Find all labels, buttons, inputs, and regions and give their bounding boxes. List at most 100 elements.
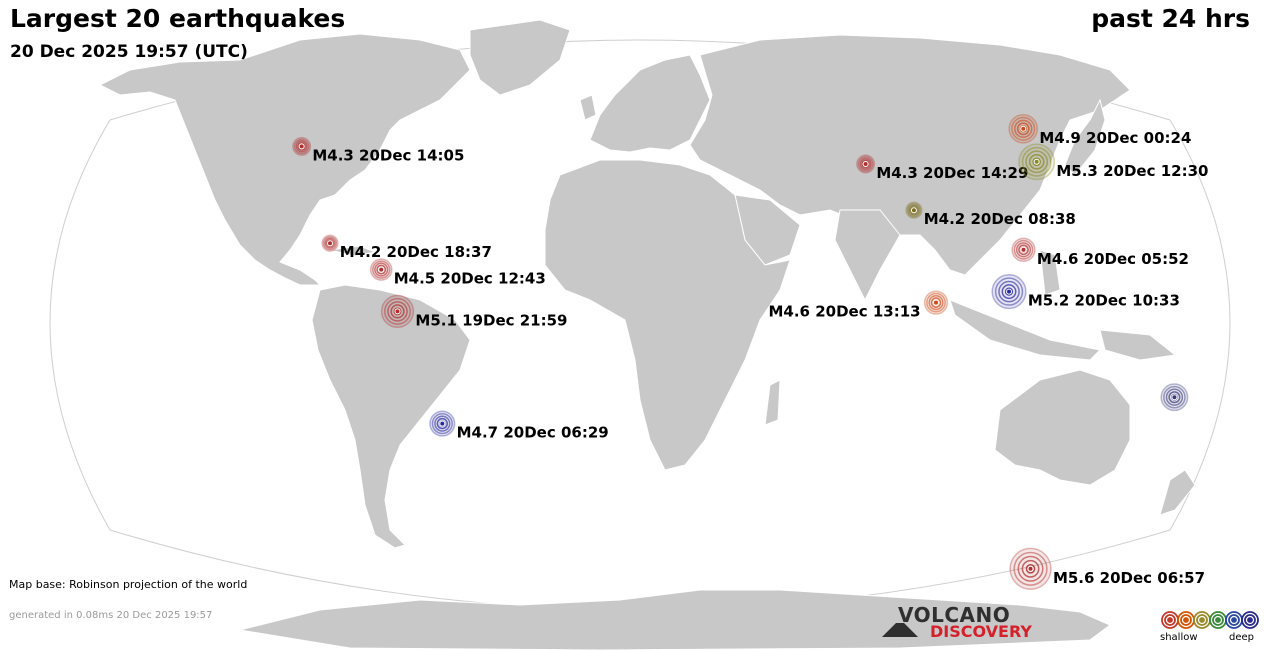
marker-ring xyxy=(1028,153,1045,170)
marker-ring xyxy=(1165,388,1184,406)
marker-ring xyxy=(1004,287,1014,296)
marker-ring xyxy=(859,158,872,170)
marker-ring xyxy=(910,206,918,215)
earthquake-marker[interactable] xyxy=(856,154,876,174)
land-masses xyxy=(98,19,1196,650)
british-isles xyxy=(579,94,597,121)
legend-depth-ring xyxy=(1228,614,1240,626)
marker-ring xyxy=(1013,239,1034,260)
asia-landmass xyxy=(689,34,1131,276)
marker-ring xyxy=(374,262,389,277)
marker-ring xyxy=(436,417,448,430)
legend-depth-ring xyxy=(1215,617,1221,623)
marker-ring xyxy=(1001,284,1017,300)
generated-note: generated in 0.08ms 20 Dec 2025 19:57 xyxy=(9,610,213,621)
india-landmass xyxy=(834,209,901,302)
indonesia-islands xyxy=(949,299,1102,361)
earthquake-marker[interactable] xyxy=(905,201,923,219)
marker-ring xyxy=(1011,116,1036,141)
earthquake-label: M4.7 20Dec 06:29 xyxy=(457,424,609,442)
earthquake-marker[interactable] xyxy=(1011,237,1036,262)
legend-depth-ring xyxy=(1180,614,1192,626)
legend-depth-ring xyxy=(1247,617,1253,623)
japan-islands xyxy=(1064,98,1106,176)
earthquake-label: M5.1 19Dec 21:59 xyxy=(415,311,567,329)
marker-ring xyxy=(1021,146,1052,177)
earthquake-label: M4.6 20Dec 13:13 xyxy=(769,303,921,321)
marker-ring xyxy=(1018,244,1029,256)
marker-epicenter xyxy=(1006,288,1013,295)
marker-epicenter xyxy=(862,161,869,167)
earthquake-marker[interactable] xyxy=(1009,547,1052,590)
legend-shallow-label: shallow xyxy=(1160,632,1198,643)
earthquake-label: M5.6 20Dec 06:57 xyxy=(1053,569,1205,587)
marker-ring xyxy=(926,292,946,313)
marker-ring xyxy=(393,307,402,316)
marker-ring xyxy=(857,156,874,172)
marker-ring xyxy=(1168,391,1181,404)
earthquake-marker[interactable] xyxy=(1018,143,1056,181)
legend-depth-ring xyxy=(1231,617,1237,623)
marker-ring xyxy=(431,413,453,435)
volcano-discovery-logo[interactable]: VOLCANO DISCOVERY xyxy=(880,603,1040,643)
earthquake-label: M4.2 20Dec 18:37 xyxy=(340,243,492,261)
earthquake-marker[interactable] xyxy=(429,410,456,437)
earthquake-label: M5.2 20Dec 10:33 xyxy=(1028,292,1180,310)
earthquake-marker[interactable] xyxy=(1160,383,1189,412)
new-guinea xyxy=(1099,329,1177,361)
australia-landmass xyxy=(994,369,1131,486)
earthquake-marker[interactable] xyxy=(292,136,312,156)
marker-ring xyxy=(372,260,391,279)
new-zealand xyxy=(1159,469,1196,516)
earthquake-marker[interactable] xyxy=(321,234,339,252)
earthquake-marker[interactable] xyxy=(380,294,415,329)
marker-ring xyxy=(861,159,870,169)
marker-ring xyxy=(1014,119,1033,139)
map-title: Largest 20 earthquakes xyxy=(10,4,346,33)
south-america-landmass xyxy=(311,284,471,549)
marker-ring xyxy=(434,415,451,432)
legend-deep-label: deep xyxy=(1229,632,1254,643)
marker-epicenter xyxy=(394,308,401,315)
marker-epicenter xyxy=(910,207,917,214)
legend-depth-ring xyxy=(1196,614,1208,626)
marker-epicenter xyxy=(1027,565,1034,572)
marker-epicenter xyxy=(439,420,446,427)
marker-ring xyxy=(1013,551,1048,586)
marker-ring xyxy=(1025,150,1049,174)
map-datetime: 20 Dec 2025 19:57 (UTC) xyxy=(10,42,248,62)
time-period: past 24 hrs xyxy=(1091,4,1250,33)
legend-depth-ring xyxy=(1183,617,1189,623)
marker-epicenter xyxy=(1033,158,1040,165)
depth-legend xyxy=(1161,611,1259,629)
map-base-note: Map base: Robinson projection of the wor… xyxy=(9,578,248,591)
caribbean-islands xyxy=(329,245,377,257)
marker-ring xyxy=(295,140,308,153)
earthquake-marker[interactable] xyxy=(369,258,393,281)
earthquake-marker[interactable] xyxy=(1008,113,1039,144)
volcano-icon xyxy=(882,623,918,637)
earthquake-label: M4.6 20Dec 05:52 xyxy=(1037,250,1189,268)
legend-depth-ring xyxy=(1212,614,1224,626)
marker-ring xyxy=(1025,563,1036,574)
north-america-landmass xyxy=(98,33,471,286)
marker-epicenter xyxy=(378,266,385,273)
europe-landmass xyxy=(589,54,711,153)
marker-ring xyxy=(384,297,411,325)
legend-depth-ring xyxy=(1244,614,1256,626)
marker-ring xyxy=(1015,242,1032,258)
marker-ring xyxy=(297,142,306,151)
logo-line1: VOLCANO xyxy=(898,603,1011,627)
legend-depth-ring xyxy=(1199,617,1205,623)
earthquake-marker[interactable] xyxy=(991,274,1027,310)
marker-ring xyxy=(376,264,387,275)
madagascar xyxy=(764,379,781,426)
philippines-islands xyxy=(1039,249,1061,296)
legend-depth-ring xyxy=(1167,617,1173,623)
marker-ring xyxy=(906,203,921,218)
marker-ring xyxy=(1017,555,1044,582)
marker-epicenter xyxy=(1020,246,1027,253)
earthquake-markers: M4.3 20Dec 14:05 M4.2 20Dec 18:37 M4.5 20D… xyxy=(292,113,1208,590)
earthquake-marker[interactable] xyxy=(923,290,949,315)
